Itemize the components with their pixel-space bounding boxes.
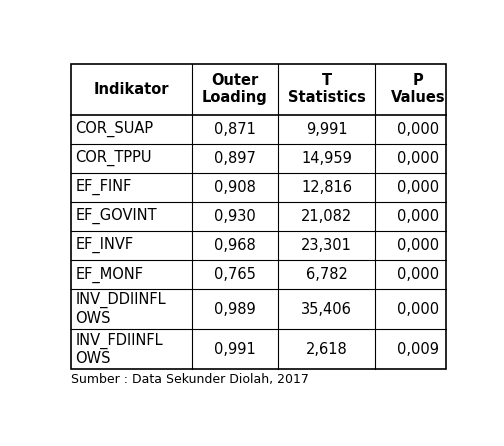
Text: 0,897: 0,897 — [214, 151, 256, 165]
Text: 0,989: 0,989 — [214, 301, 256, 317]
Text: INV_FDIINFL
OWS: INV_FDIINFL OWS — [76, 333, 163, 366]
Text: EF_MONF: EF_MONF — [76, 266, 144, 282]
Text: 0,000: 0,000 — [397, 267, 439, 282]
Text: 0,000: 0,000 — [397, 301, 439, 317]
Text: 21,082: 21,082 — [301, 209, 352, 224]
Text: 0,000: 0,000 — [397, 151, 439, 165]
Text: 0,000: 0,000 — [397, 180, 439, 195]
Text: Indikator: Indikator — [94, 82, 169, 97]
Text: EF_FINF: EF_FINF — [76, 179, 132, 195]
Text: COR_SUAP: COR_SUAP — [76, 121, 154, 137]
Text: 14,959: 14,959 — [301, 151, 352, 165]
Text: 9,991: 9,991 — [306, 122, 347, 136]
Text: 2,618: 2,618 — [306, 342, 348, 357]
Text: COR_TPPU: COR_TPPU — [76, 150, 152, 166]
Text: EF_INVF: EF_INVF — [76, 237, 134, 253]
Text: 35,406: 35,406 — [301, 301, 352, 317]
Text: P
Values: P Values — [391, 73, 446, 105]
Text: 0,968: 0,968 — [214, 238, 256, 253]
Text: 0,765: 0,765 — [214, 267, 256, 282]
Text: 0,000: 0,000 — [397, 209, 439, 224]
Text: 0,000: 0,000 — [397, 238, 439, 253]
Text: T
Statistics: T Statistics — [288, 73, 365, 105]
Text: EF_GOVINT: EF_GOVINT — [76, 208, 157, 224]
Text: Sumber : Data Sekunder Diolah, 2017: Sumber : Data Sekunder Diolah, 2017 — [71, 373, 308, 386]
Text: 12,816: 12,816 — [301, 180, 352, 195]
Text: 6,782: 6,782 — [306, 267, 348, 282]
Text: 0,000: 0,000 — [397, 122, 439, 136]
Text: INV_DDIINFL
OWS: INV_DDIINFL OWS — [76, 292, 166, 326]
Text: Outer
Loading: Outer Loading — [202, 73, 268, 105]
Text: 23,301: 23,301 — [301, 238, 352, 253]
Text: 0,930: 0,930 — [214, 209, 256, 224]
Text: 0,009: 0,009 — [398, 342, 439, 357]
Text: 0,991: 0,991 — [214, 342, 256, 357]
Text: 0,871: 0,871 — [214, 122, 256, 136]
Text: 0,908: 0,908 — [214, 180, 256, 195]
